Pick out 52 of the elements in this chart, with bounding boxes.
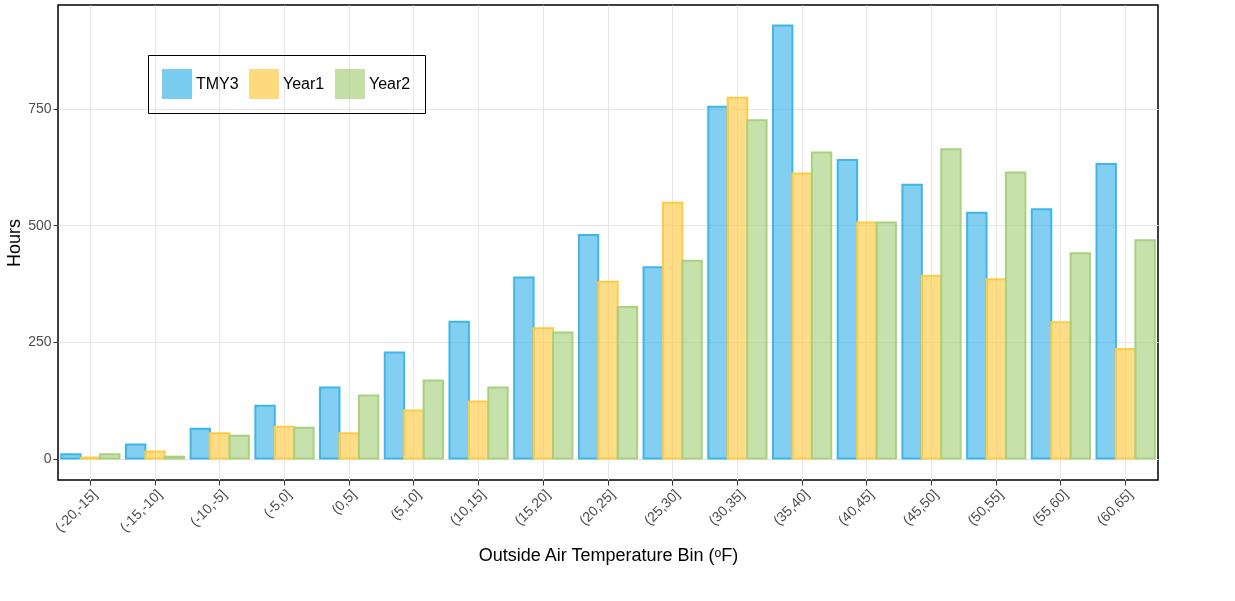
- bar: [597, 280, 619, 460]
- bar: [836, 158, 859, 460]
- bar: [487, 386, 509, 460]
- bar: [338, 432, 360, 460]
- bar: [856, 221, 878, 460]
- bar: [254, 404, 276, 460]
- bar: [1030, 208, 1053, 460]
- bar: [144, 450, 166, 460]
- bar: [810, 151, 833, 460]
- bar: [293, 426, 315, 460]
- bar: [1050, 321, 1072, 460]
- bar: [383, 351, 406, 460]
- bar: [577, 234, 600, 460]
- bar: [99, 453, 121, 460]
- bar: [209, 432, 231, 460]
- y-tick-label: 250: [28, 333, 52, 350]
- y-tick-label: 0: [43, 450, 52, 467]
- bar: [662, 201, 684, 460]
- bar: [681, 259, 703, 460]
- legend-label: Year1: [283, 75, 325, 92]
- x-axis-title: Outside Air Temperature Bin (ᵒF): [478, 544, 739, 565]
- bar: [532, 327, 554, 460]
- bar: [513, 276, 535, 460]
- bar: [403, 409, 425, 460]
- y-tick-label: 500: [28, 216, 52, 233]
- bar: [448, 320, 470, 460]
- bar: [357, 394, 380, 460]
- bar: [875, 221, 897, 460]
- bar: [901, 183, 923, 460]
- bar: [1095, 163, 1117, 460]
- bar: [552, 331, 574, 460]
- bar: [422, 379, 444, 460]
- bar: [966, 211, 988, 460]
- bar: [189, 427, 212, 460]
- legend-label: Year2: [369, 75, 411, 92]
- bar: [707, 105, 729, 460]
- bar: [1134, 239, 1156, 460]
- bar: [940, 148, 962, 460]
- bar: [319, 386, 341, 460]
- bar: [772, 24, 794, 460]
- bar: [60, 453, 82, 460]
- bar: [273, 425, 296, 460]
- legend-label: TMY3: [196, 75, 239, 92]
- bar: [616, 305, 639, 460]
- bar: [124, 443, 147, 460]
- y-tick-label: 750: [28, 100, 52, 117]
- bar: [1004, 171, 1027, 460]
- bar: [1069, 252, 1092, 460]
- bar: [746, 119, 768, 460]
- bar: [228, 434, 250, 460]
- bar: [791, 172, 813, 460]
- y-axis-title: Hours: [4, 218, 25, 268]
